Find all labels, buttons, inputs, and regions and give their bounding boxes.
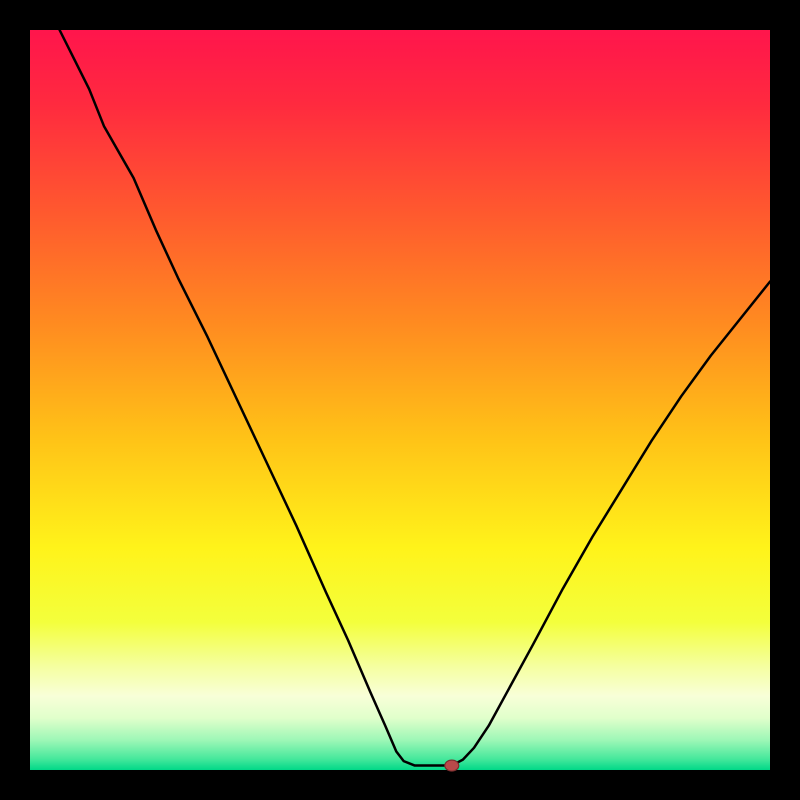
optimal-point-marker: [445, 760, 459, 771]
chart-plot-area: [0, 0, 800, 800]
bottleneck-chart: TheBottleneck.com: [0, 0, 800, 800]
